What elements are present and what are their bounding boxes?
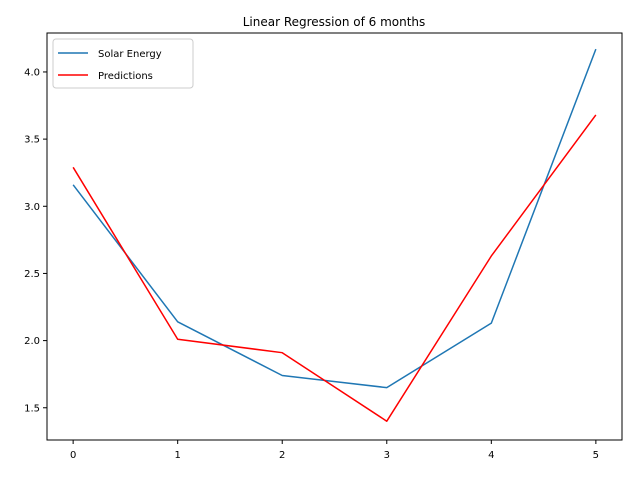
- x-tick-label: 3: [384, 450, 390, 461]
- y-tick-label: 2.5: [24, 269, 40, 280]
- y-tick-label: 2.0: [24, 336, 40, 347]
- x-tick-label: 0: [70, 450, 76, 461]
- y-tick-label: 3.0: [24, 202, 40, 213]
- y-tick-label: 1.5: [24, 403, 40, 414]
- legend: Solar Energy Predictions: [52, 38, 194, 89]
- x-tick-label: 1: [174, 450, 180, 461]
- x-tick-label: 5: [593, 450, 599, 461]
- legend-label-predictions: Predictions: [98, 71, 153, 82]
- y-tick-label: 4.0: [24, 67, 40, 78]
- y-tick-label: 3.5: [24, 135, 40, 146]
- x-tick-label: 4: [488, 450, 494, 461]
- chart-title: Linear Regression of 6 months: [243, 15, 426, 29]
- series-line-predictions: [72, 114, 597, 422]
- series-line-solar-energy: [72, 48, 597, 389]
- x-axis: 0 1 2 3 4 5: [70, 440, 599, 461]
- plot-series: [72, 48, 597, 422]
- y-axis: 1.5 2.0 2.5 3.0 3.5 4.0: [24, 67, 47, 414]
- x-tick-label: 2: [279, 450, 285, 461]
- plot-frame: [46, 32, 623, 441]
- legend-label-solar-energy: Solar Energy: [98, 49, 162, 60]
